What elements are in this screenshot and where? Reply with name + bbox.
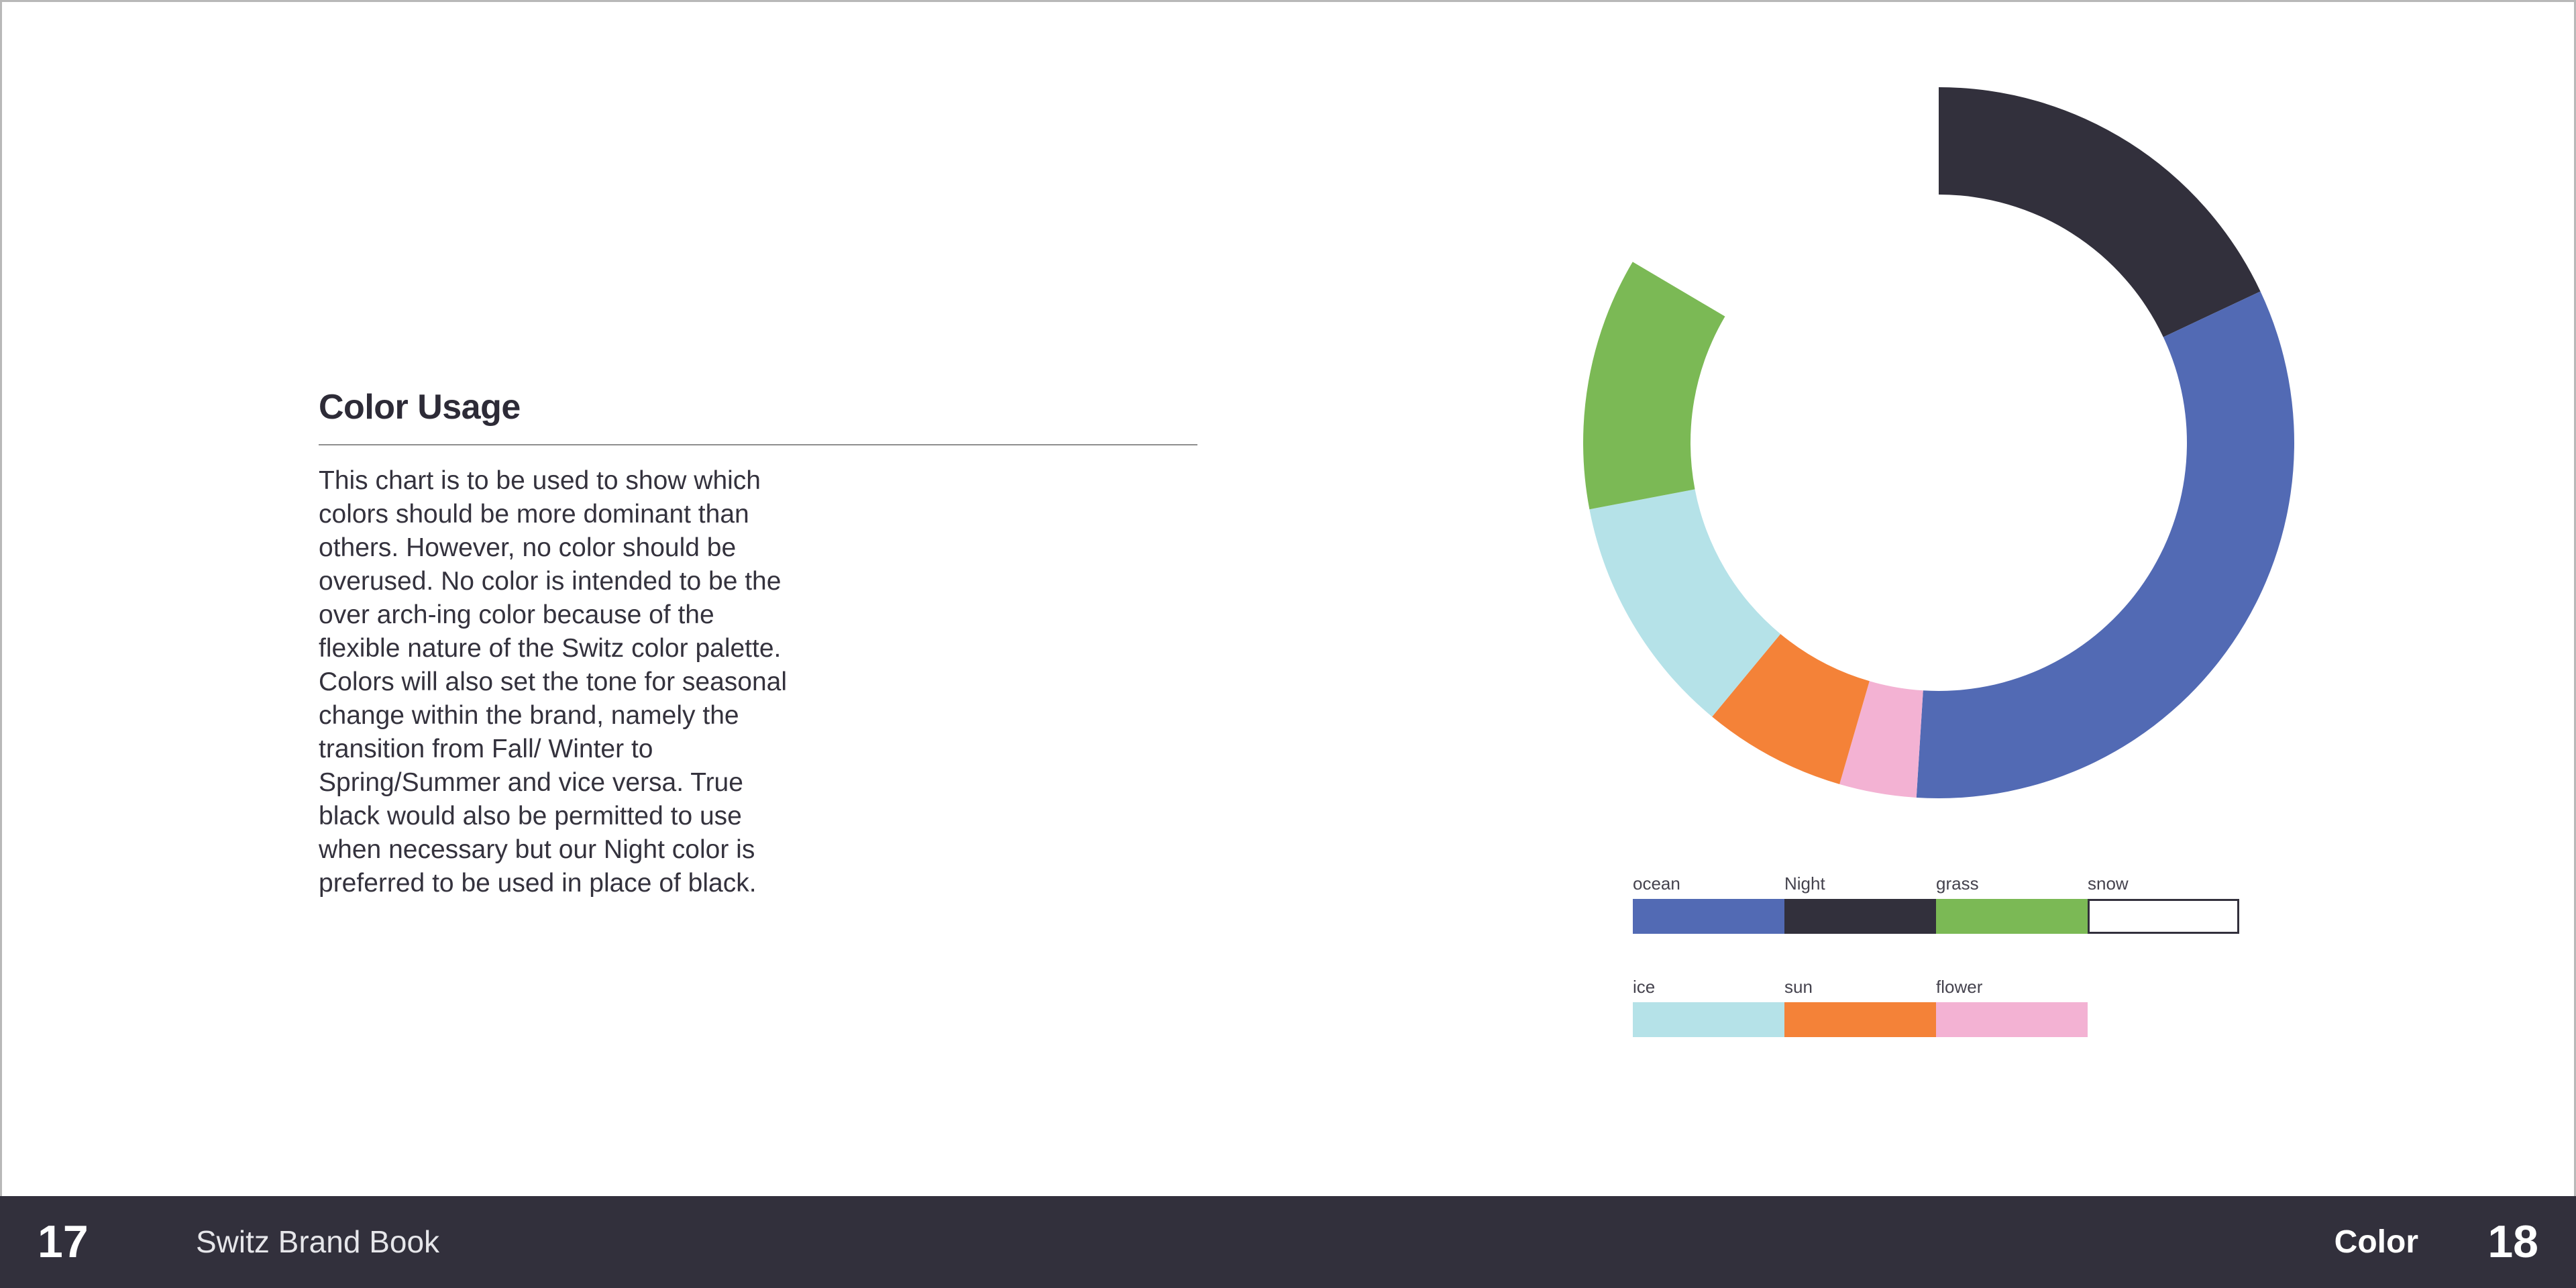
donut-slice-sun	[1712, 634, 1870, 784]
swatch-label-night: Night	[1784, 873, 1825, 894]
section-title: Color Usage	[319, 388, 521, 427]
right-page-number: 18	[2487, 1216, 2538, 1267]
swatch-grass: grass	[1936, 873, 2088, 934]
swatch-color-sun	[1784, 1002, 1936, 1037]
swatch-label-flower: flower	[1936, 977, 1983, 997]
swatch-snow: snow	[2088, 873, 2239, 934]
swatch-color-ice	[1633, 1002, 1784, 1037]
page-footer: 17 Switz Brand Book Color 18	[0, 1196, 2576, 1288]
donut-slice-snow	[1632, 87, 1939, 317]
donut-slice-grass	[1583, 262, 1725, 510]
swatch-color-night	[1784, 899, 1936, 934]
donut-chart-svg	[1583, 87, 2294, 798]
swatch-color-flower	[1936, 1002, 2088, 1037]
swatch-color-grass	[1936, 899, 2088, 934]
swatch-label-grass: grass	[1936, 873, 1979, 894]
swatch-flower: flower	[1936, 977, 2088, 1037]
donut-slice-ocean	[1916, 291, 2294, 798]
swatch-label-ice: ice	[1633, 977, 1656, 997]
swatch-color-snow	[2088, 899, 2239, 934]
swatch-ice: ice	[1633, 977, 1784, 1037]
swatch-label-ocean: ocean	[1633, 873, 1680, 894]
body-text: This chart is to be used to show which c…	[319, 466, 788, 898]
donut-slice-ice	[1589, 489, 1781, 717]
donut-slice-flower	[1839, 681, 1923, 798]
swatch-label-sun: sun	[1784, 977, 1813, 997]
title-divider	[319, 444, 1197, 445]
swatch-label-snow: snow	[2088, 873, 2129, 894]
left-page-number: 17	[38, 1216, 89, 1267]
color-usage-donut-chart	[1583, 87, 2294, 798]
swatch-night: Night	[1784, 873, 1936, 934]
swatch-sun: sun	[1784, 977, 1936, 1037]
book-title: Switz Brand Book	[196, 1224, 440, 1259]
color-usage-section: Color Usage This chart is to be used to …	[319, 384, 1197, 900]
section-name: Color	[2334, 1224, 2418, 1260]
swatch-color-ocean	[1633, 899, 1784, 934]
donut-slice-night	[1939, 87, 2261, 337]
swatch-ocean: ocean	[1633, 873, 1784, 934]
